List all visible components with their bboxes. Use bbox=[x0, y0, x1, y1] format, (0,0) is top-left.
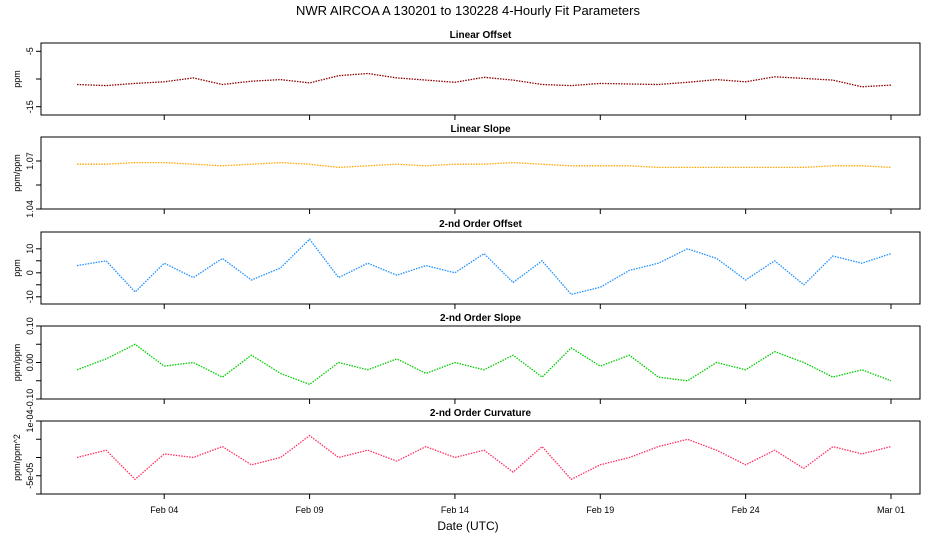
series-line bbox=[76, 343, 892, 386]
y-axis-label: ppm bbox=[12, 70, 22, 88]
panels: Linear Offset -15 -5 ppm Linear Slope 1.04 1.0… bbox=[12, 30, 921, 499]
y-tick-label: -15 bbox=[25, 100, 35, 113]
y-tick-label: -5 bbox=[25, 47, 35, 55]
y-axis-label: ppm bbox=[12, 259, 22, 277]
x-tick-label: Feb 14 bbox=[441, 505, 469, 515]
panel-frame bbox=[40, 136, 921, 210]
y-axis-label: ppm/ppm^2 bbox=[12, 434, 22, 481]
x-tick-label: Feb 24 bbox=[732, 505, 760, 515]
y-tick-label: 10 bbox=[25, 244, 35, 254]
panel-title: 2-nd Order Slope bbox=[440, 313, 522, 324]
y-tick-label: -0.10 bbox=[25, 389, 35, 410]
series-line bbox=[77, 161, 892, 169]
panel-frame bbox=[40, 231, 921, 305]
x-axis: Feb 04 Feb 09 Feb 14 Feb 19 Feb 24 Mar 01 bbox=[150, 505, 905, 515]
series-line bbox=[76, 434, 892, 481]
y-tick-label: 0.00 bbox=[25, 354, 35, 372]
y-axis-label: ppm/ppm bbox=[12, 344, 22, 382]
y-tick-label: 0.10 bbox=[25, 317, 35, 335]
panel-linear-offset: Linear Offset -15 -5 ppm bbox=[12, 30, 921, 116]
x-tick-label: Feb 09 bbox=[296, 505, 324, 515]
chart-title: NWR AIRCOA A 130201 to 130228 4-Hourly F… bbox=[296, 3, 640, 18]
x-tick-label: Feb 04 bbox=[150, 505, 178, 515]
y-tick-label: 1e-04 bbox=[25, 409, 35, 432]
x-axis-label: Date (UTC) bbox=[437, 519, 498, 533]
y-axis-label: ppm/ppm bbox=[12, 154, 22, 192]
y-tick-label: 0 bbox=[25, 270, 35, 275]
y-tick-label: 1.07 bbox=[25, 152, 35, 170]
panel-frame bbox=[40, 325, 921, 400]
y-tick-label: -10 bbox=[25, 290, 35, 303]
panel-title: Linear Slope bbox=[450, 124, 510, 135]
series-line bbox=[76, 72, 892, 88]
panel-title: 2-nd Order Offset bbox=[439, 219, 522, 230]
panel-frame bbox=[40, 42, 921, 116]
x-tick-label: Feb 19 bbox=[586, 505, 614, 515]
panel-title: Linear Offset bbox=[450, 30, 512, 41]
y-tick-label: 1.04 bbox=[25, 200, 35, 218]
y-tick-label: -5e-05 bbox=[25, 463, 35, 489]
x-tick-label: Mar 01 bbox=[877, 505, 905, 515]
panel-title: 2-nd Order Curvature bbox=[430, 408, 532, 419]
series-line bbox=[76, 238, 892, 296]
panel-frame bbox=[40, 420, 921, 495]
